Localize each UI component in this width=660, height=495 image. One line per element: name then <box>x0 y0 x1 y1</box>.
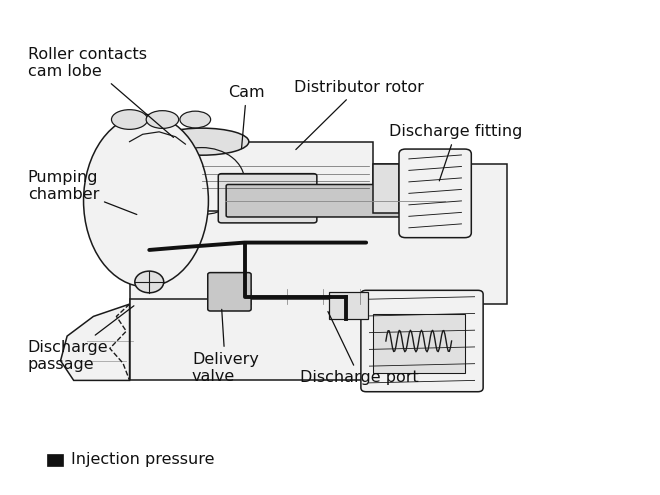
Ellipse shape <box>146 111 179 128</box>
FancyBboxPatch shape <box>373 314 465 373</box>
Text: Delivery
valve: Delivery valve <box>192 309 259 384</box>
FancyBboxPatch shape <box>129 142 373 210</box>
FancyBboxPatch shape <box>208 273 251 311</box>
Ellipse shape <box>442 188 468 214</box>
Text: Roller contacts
cam lobe: Roller contacts cam lobe <box>28 47 174 138</box>
FancyBboxPatch shape <box>226 185 447 217</box>
FancyBboxPatch shape <box>399 149 471 238</box>
Text: Cam: Cam <box>228 85 265 149</box>
Text: Pumping
chamber: Pumping chamber <box>28 170 137 214</box>
FancyBboxPatch shape <box>329 292 368 319</box>
Ellipse shape <box>84 115 209 287</box>
FancyBboxPatch shape <box>373 164 399 213</box>
Text: Distributor rotor: Distributor rotor <box>294 80 424 149</box>
FancyBboxPatch shape <box>218 174 317 223</box>
Text: Discharge port: Discharge port <box>300 311 419 386</box>
FancyBboxPatch shape <box>129 164 508 304</box>
FancyBboxPatch shape <box>129 299 412 380</box>
FancyBboxPatch shape <box>361 291 483 392</box>
Circle shape <box>135 271 164 293</box>
Polygon shape <box>61 304 129 380</box>
Ellipse shape <box>406 154 465 233</box>
Bar <box>48 453 63 466</box>
Ellipse shape <box>155 128 249 155</box>
Text: Discharge
passage: Discharge passage <box>28 306 134 372</box>
Ellipse shape <box>180 111 211 128</box>
Ellipse shape <box>112 110 148 129</box>
Text: Injection pressure: Injection pressure <box>71 452 214 467</box>
Text: Discharge fitting: Discharge fitting <box>389 124 523 181</box>
